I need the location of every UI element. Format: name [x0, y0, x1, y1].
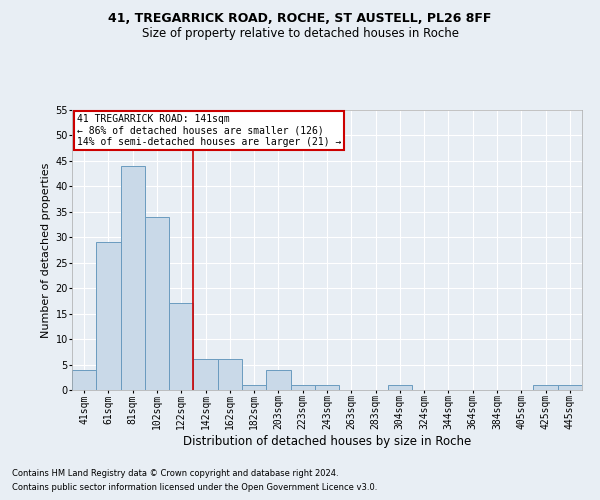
Bar	[242, 385, 266, 390]
Text: Size of property relative to detached houses in Roche: Size of property relative to detached ho…	[142, 28, 458, 40]
Bar	[121, 166, 145, 390]
Bar	[96, 242, 121, 390]
Bar	[218, 360, 242, 390]
Bar	[72, 370, 96, 390]
Bar	[193, 360, 218, 390]
Bar	[388, 385, 412, 390]
Y-axis label: Number of detached properties: Number of detached properties	[41, 162, 51, 338]
Bar	[145, 217, 169, 390]
Bar	[169, 304, 193, 390]
Bar	[558, 385, 582, 390]
Text: Contains public sector information licensed under the Open Government Licence v3: Contains public sector information licen…	[12, 484, 377, 492]
Bar	[266, 370, 290, 390]
Text: Contains HM Land Registry data © Crown copyright and database right 2024.: Contains HM Land Registry data © Crown c…	[12, 468, 338, 477]
Bar	[315, 385, 339, 390]
Bar	[533, 385, 558, 390]
Text: 41 TREGARRICK ROAD: 141sqm
← 86% of detached houses are smaller (126)
14% of sem: 41 TREGARRICK ROAD: 141sqm ← 86% of deta…	[77, 114, 341, 148]
X-axis label: Distribution of detached houses by size in Roche: Distribution of detached houses by size …	[183, 435, 471, 448]
Text: 41, TREGARRICK ROAD, ROCHE, ST AUSTELL, PL26 8FF: 41, TREGARRICK ROAD, ROCHE, ST AUSTELL, …	[109, 12, 491, 26]
Bar	[290, 385, 315, 390]
